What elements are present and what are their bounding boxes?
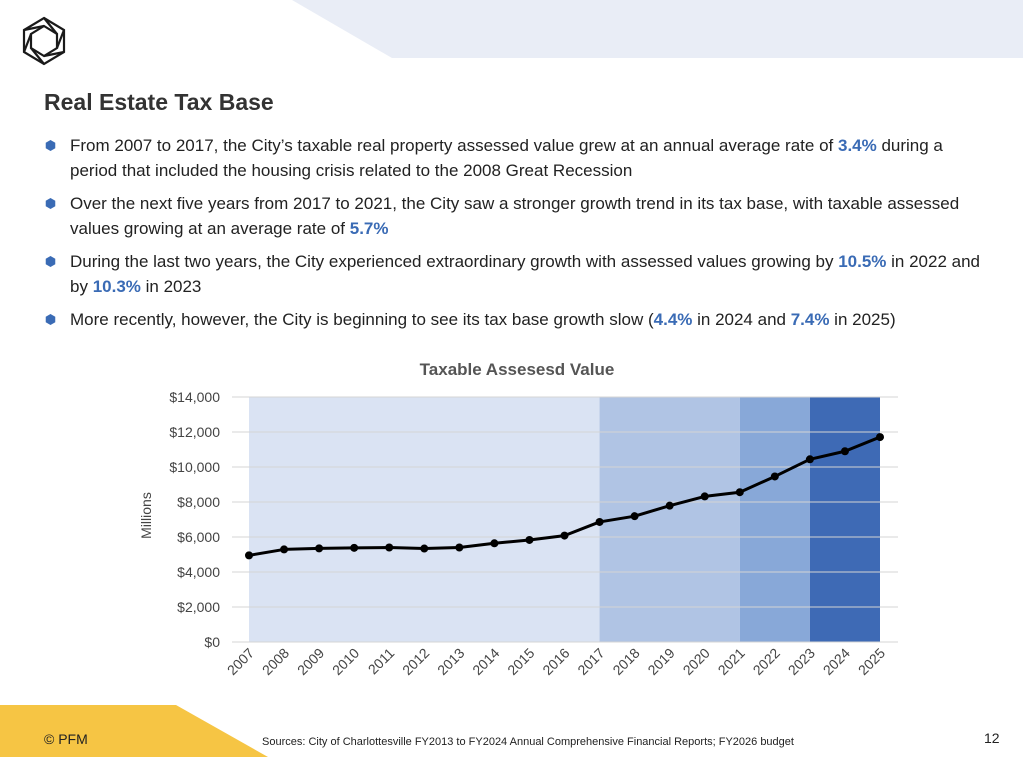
top-banner <box>292 0 1023 58</box>
data-point <box>280 545 289 554</box>
bullet-text: in 2025) <box>829 310 896 329</box>
bullet-item: Over the next five years from 2017 to 20… <box>44 191 984 241</box>
data-point <box>876 433 884 442</box>
data-point <box>385 543 394 552</box>
data-point <box>420 544 429 553</box>
x-tick-label: 2017 <box>574 645 607 678</box>
data-point <box>315 544 324 553</box>
data-point <box>805 455 814 464</box>
x-tick-label: 2011 <box>365 645 398 678</box>
x-tick-label: 2025 <box>855 645 888 678</box>
data-point <box>560 531 569 540</box>
data-point <box>735 488 744 497</box>
y-tick-label: $4,000 <box>177 564 220 580</box>
x-tick-label: 2016 <box>539 645 572 678</box>
hexagon-bullet-icon <box>45 140 56 151</box>
x-tick-label: 2014 <box>469 645 502 678</box>
data-point <box>700 492 709 501</box>
x-tick-label: 2007 <box>224 645 257 678</box>
y-axis-label: Millions <box>138 492 154 539</box>
pfm-logo-icon <box>22 16 66 66</box>
y-tick-label: $2,000 <box>177 599 220 615</box>
x-tick-label: 2015 <box>504 645 537 678</box>
page-title: Real Estate Tax Base <box>44 89 274 115</box>
x-tick-label: 2013 <box>434 645 467 678</box>
data-point <box>770 472 779 481</box>
highlight-value: 3.4% <box>837 136 877 155</box>
hexagon-bullet-icon <box>45 314 56 325</box>
data-point <box>665 501 674 510</box>
data-point <box>455 543 464 552</box>
x-tick-label: 2008 <box>259 645 292 678</box>
highlight-value: 5.7% <box>349 219 389 238</box>
highlight-value: 10.3% <box>92 277 141 296</box>
chart-title: Taxable Assesesd Value <box>420 360 615 379</box>
footer-band <box>0 705 268 757</box>
highlight-value: 4.4% <box>653 310 693 329</box>
x-tick-label: 2019 <box>644 645 677 678</box>
y-tick-label: $0 <box>204 634 220 650</box>
hexagon-bullet-icon <box>45 256 56 267</box>
x-tick-label: 2023 <box>785 645 818 678</box>
highlight-value: 7.4% <box>790 310 830 329</box>
data-point <box>350 543 359 552</box>
data-point <box>595 517 604 526</box>
sources-note: Sources: City of Charlottesville FY2013 … <box>262 736 794 748</box>
data-point <box>490 539 499 548</box>
bullet-text: More recently, however, the City is begi… <box>70 310 654 329</box>
hexagon-bullet-icon <box>45 198 56 209</box>
y-tick-label: $14,000 <box>169 389 220 405</box>
x-tick-label: 2018 <box>609 645 642 678</box>
x-tick-label: 2009 <box>294 645 327 678</box>
data-point <box>840 447 849 456</box>
page-number: 12 <box>984 730 1000 746</box>
bullet-item: From 2007 to 2017, the City’s taxable re… <box>44 133 984 183</box>
highlight-value: 10.5% <box>838 252 887 271</box>
bullet-item: During the last two years, the City expe… <box>44 249 984 299</box>
y-tick-label: $12,000 <box>169 424 220 440</box>
bullet-text: During the last two years, the City expe… <box>70 252 839 271</box>
bullet-text: Over the next five years from 2017 to 20… <box>70 194 960 238</box>
bullet-text: in 2023 <box>140 277 202 296</box>
copyright: © PFM <box>44 731 88 747</box>
data-point <box>245 551 253 560</box>
period-band <box>249 397 600 642</box>
data-point <box>630 512 639 521</box>
x-tick-label: 2024 <box>820 645 853 678</box>
y-tick-label: $8,000 <box>177 494 220 510</box>
y-tick-label: $6,000 <box>177 529 220 545</box>
bullet-text: during a period that included the housin… <box>70 136 943 180</box>
y-tick-label: $10,000 <box>169 459 220 475</box>
bullet-text: From 2007 to 2017, the City’s taxable re… <box>70 136 838 155</box>
bullet-text: in 2024 and <box>692 310 791 329</box>
period-band <box>739 397 810 642</box>
x-tick-label: 2020 <box>679 645 712 678</box>
x-tick-label: 2012 <box>399 645 432 678</box>
x-tick-label: 2022 <box>750 645 783 678</box>
bullet-text: in 2022 and by <box>70 252 981 296</box>
data-point <box>525 535 534 544</box>
taxable-value-chart: $0 $2,000 $4,000 $6,000 $8,000 $10,000 $12,000… <box>138 360 898 678</box>
x-tick-label: 2021 <box>715 645 748 678</box>
bullet-item: More recently, however, the City is begi… <box>44 307 984 332</box>
bullet-list: From 2007 to 2017, the City’s taxable re… <box>44 133 984 340</box>
period-band <box>809 397 880 642</box>
x-tick-label: 2010 <box>329 645 362 678</box>
